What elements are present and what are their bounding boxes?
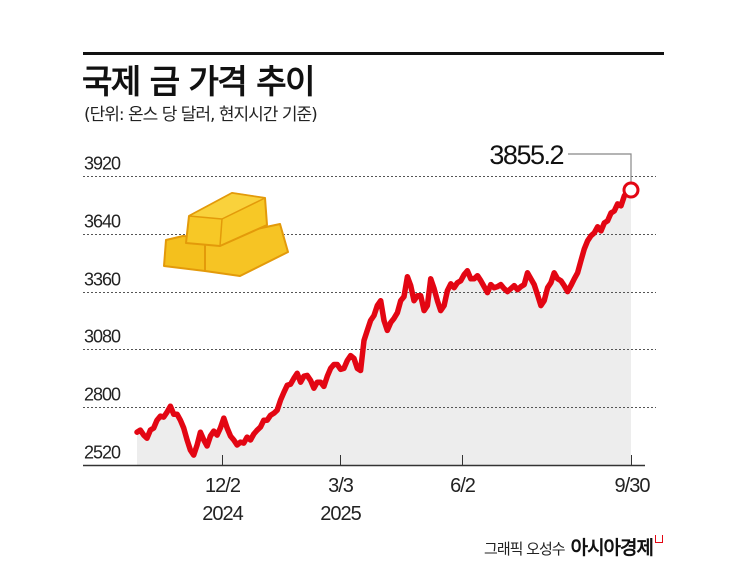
callout-value: 3855.2: [489, 140, 563, 170]
y-axis-labels: 2520 2800 3080 3360 3640 3920: [84, 154, 122, 463]
y-tick-label: 3080: [84, 327, 121, 347]
brand-logo: 아시아경제: [570, 537, 654, 559]
credit-line: 그래픽 오성수 아시아경제: [484, 533, 663, 560]
y-tick-label: 3640: [84, 212, 121, 232]
y-tick-label: 3360: [84, 270, 121, 290]
chart-subtitle: (단위: 온스 당 달러, 현지시간 기준): [84, 105, 318, 125]
y-tick-label: 2800: [84, 385, 121, 405]
x-axis-ticks: [222, 455, 632, 465]
x-tick-label: 9/30: [615, 475, 651, 497]
gridlines: [83, 176, 656, 408]
brand-mark-icon: [655, 535, 663, 543]
credit-author: 그래픽 오성수: [484, 540, 566, 558]
x-tick-label: 6/2: [450, 475, 476, 497]
x-axis-labels: 12/2 2024 3/3 2025 6/2 9/30: [202, 475, 651, 525]
y-tick-label: 3920: [84, 154, 121, 174]
callout-leader: [568, 153, 632, 183]
price-line: [134, 188, 631, 458]
gold-bars-icon: [163, 192, 289, 277]
x-tick-label: 3/3: [328, 475, 354, 497]
x-tick-year: 2024: [202, 503, 243, 525]
x-tick-label: 12/2: [205, 475, 241, 497]
top-rule: [83, 52, 664, 55]
chart-title: 국제 금 가격 추이: [82, 62, 316, 101]
endpoint-marker: [622, 181, 640, 199]
x-tick-year: 2025: [320, 503, 361, 525]
y-tick-label: 2520: [84, 443, 121, 463]
